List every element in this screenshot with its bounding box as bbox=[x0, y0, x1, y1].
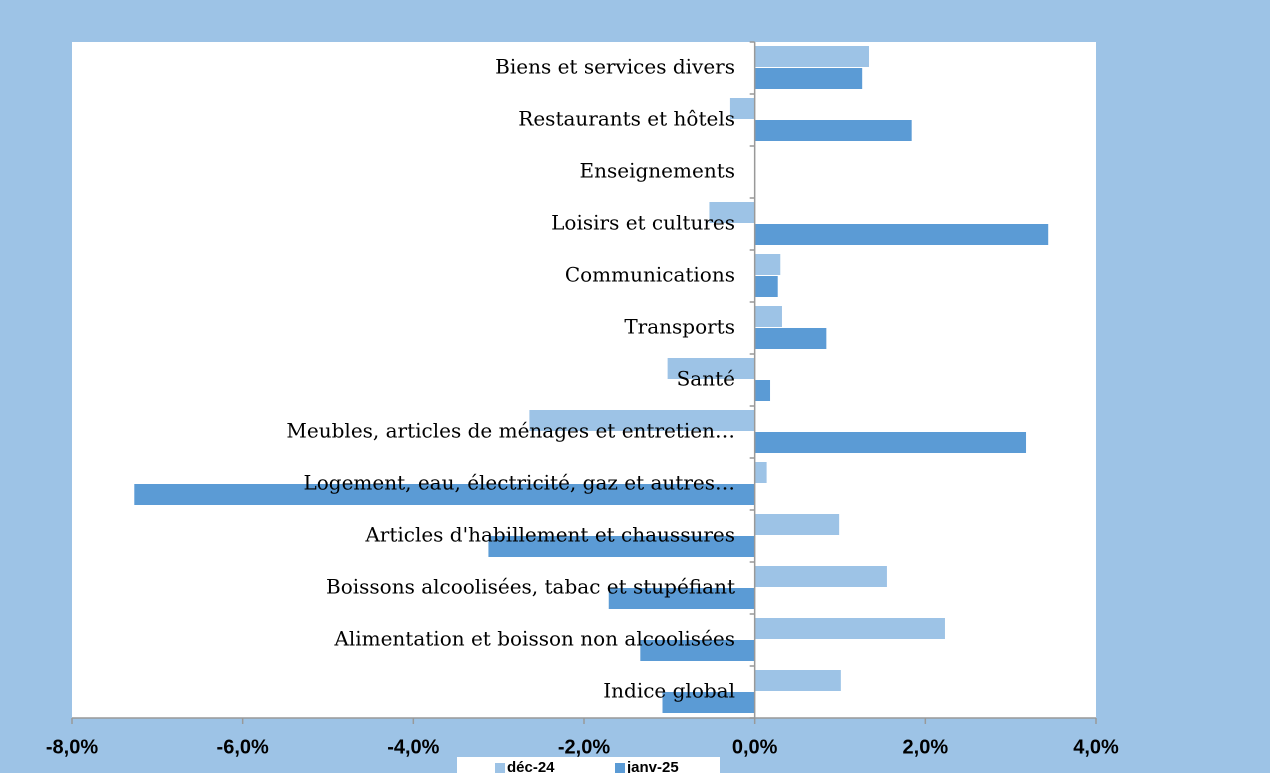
bar bbox=[134, 484, 755, 505]
category-label: Boissons alcoolisées, tabac et stupéfian… bbox=[326, 575, 735, 599]
bar bbox=[754, 306, 782, 327]
bar bbox=[608, 588, 755, 609]
category-label: Restaurants et hôtels bbox=[518, 107, 735, 131]
plot-area bbox=[72, 42, 1096, 718]
bar bbox=[662, 692, 755, 713]
legend-label: janv-25 bbox=[626, 759, 679, 773]
category-label: Meubles, articles de ménages et entretie… bbox=[286, 419, 735, 443]
x-tick-label: 4,0% bbox=[1073, 736, 1119, 758]
category-label: Logement, eau, électricité, gaz et autre… bbox=[303, 471, 735, 495]
bar bbox=[754, 514, 840, 535]
x-tick-label: -6,0% bbox=[217, 736, 269, 758]
bar bbox=[754, 462, 767, 483]
category-label: Loisirs et cultures bbox=[551, 211, 735, 235]
bar bbox=[754, 224, 1049, 245]
bar bbox=[754, 120, 912, 141]
x-tick-label: -4,0% bbox=[387, 736, 439, 758]
bar bbox=[754, 380, 771, 401]
x-tick-label: 0,0% bbox=[732, 736, 778, 758]
category-label: Articles d'habillement et chaussures bbox=[364, 523, 735, 547]
bar bbox=[754, 276, 778, 297]
x-tick-label: -2,0% bbox=[558, 736, 610, 758]
bar bbox=[709, 202, 755, 223]
bar bbox=[488, 536, 755, 557]
bar bbox=[729, 98, 755, 119]
bar bbox=[754, 670, 841, 691]
bar bbox=[754, 68, 863, 89]
bar bbox=[640, 640, 755, 661]
category-label: Biens et services divers bbox=[495, 55, 735, 79]
bar bbox=[754, 46, 870, 67]
bar bbox=[754, 618, 945, 639]
category-label: Santé bbox=[677, 367, 735, 391]
x-tick-label: -8,0% bbox=[46, 736, 98, 758]
bar bbox=[754, 566, 887, 587]
bar bbox=[754, 328, 827, 349]
bar bbox=[754, 254, 781, 275]
legend-label: déc-24 bbox=[507, 759, 555, 773]
category-label: Alimentation et boisson non alcoolisées bbox=[333, 627, 735, 651]
bar bbox=[529, 410, 755, 431]
legend-swatch bbox=[615, 763, 625, 773]
category-label: Enseignements bbox=[580, 159, 735, 183]
bar bbox=[667, 358, 755, 379]
category-label: Transports bbox=[624, 315, 735, 339]
category-label: Communications bbox=[565, 263, 735, 287]
legend-box bbox=[457, 757, 720, 773]
legend-swatch bbox=[495, 763, 505, 773]
bar bbox=[754, 432, 1027, 453]
category-label: Indice global bbox=[603, 679, 735, 703]
x-tick-label: 2,0% bbox=[903, 736, 949, 758]
